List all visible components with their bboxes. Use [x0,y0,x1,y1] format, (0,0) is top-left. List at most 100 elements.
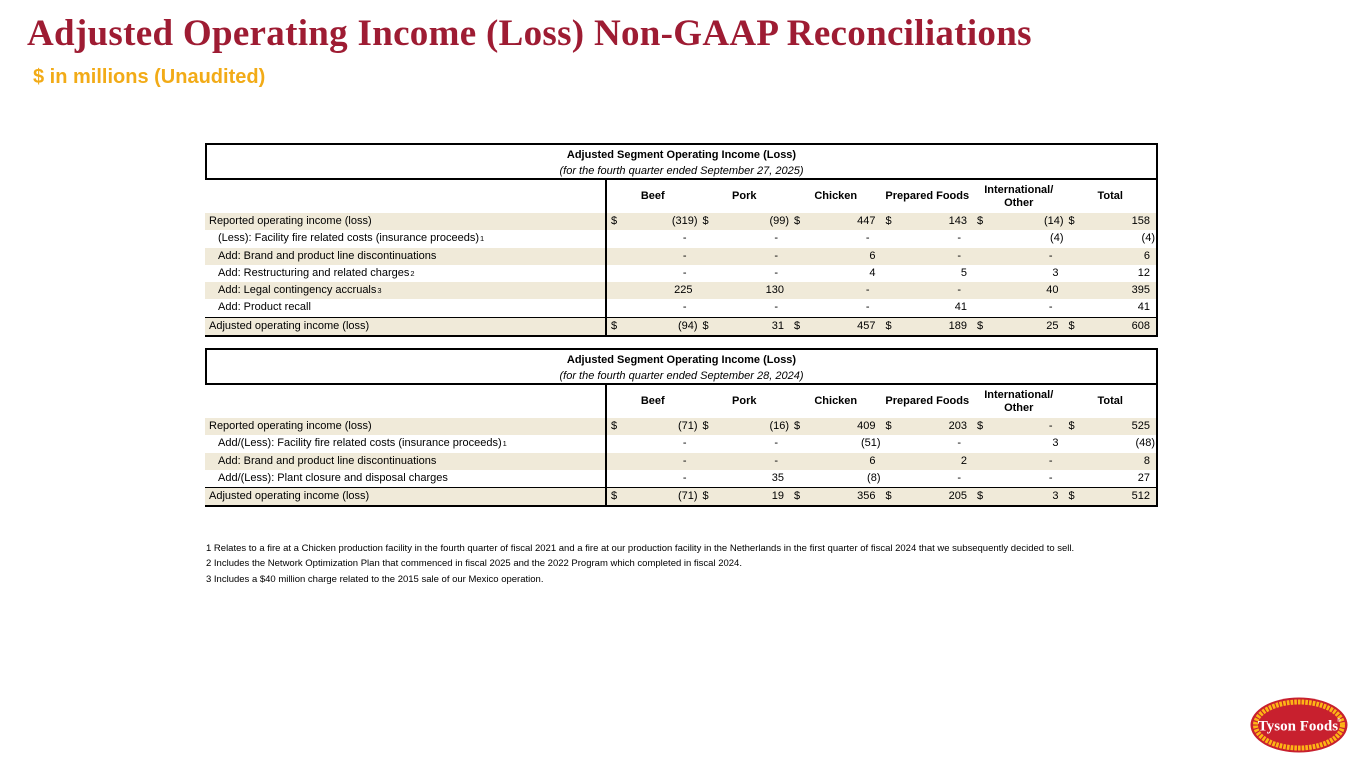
cell-value: - [957,471,961,484]
cell-value: 25 [1046,319,1059,332]
value-cell: 40 [973,282,1065,299]
table-row: Adjusted operating income (loss) $ (71) $19… [205,487,1158,508]
value-cell: $608 [1065,318,1157,335]
footnote-1: 1 Relates to a fire at a Chicken product… [206,543,1075,554]
value-cell: 130 [699,282,791,299]
row-label: Adjusted operating income (loss) [209,319,370,332]
dollar-sign: $ [977,420,984,432]
table-row: Add: Brand and product line discontinuat… [205,247,1158,265]
row-values: - - 6 2 - 8 [605,452,1158,470]
dollar-sign: $ [611,490,618,503]
table-row: Add: Restructuring and related charges 2 -… [205,264,1158,283]
dollar-sign: $ [885,490,892,503]
cell-value: - [1048,301,1053,314]
dollar-sign: $ [702,319,709,332]
value-cell: - [790,282,882,299]
page-title: Adjusted Operating Income (Loss) Non-GAA… [27,13,1032,54]
dollar-sign: $ [885,420,892,432]
value-cell: $ (71) [607,418,699,435]
value-cell: $189 [882,318,974,335]
page-subtitle: $ in millions (Unaudited) [33,66,266,88]
value-cell: 8 [1065,453,1157,470]
value-cell: $ - [973,418,1065,435]
cell-value: 41 [1137,301,1150,314]
cell-value: (319) [671,215,698,227]
value-cell: $457 [790,318,882,335]
table-period: (for the fourth quarter ended September … [559,165,804,177]
cell-value: 158 [1131,215,1150,227]
column-header: Total [1097,190,1123,203]
table-row: Reported operating income (loss) $ (319) $ (… [205,213,1158,231]
dollar-sign: $ [611,420,618,432]
value-cell: $512 [1065,488,1157,505]
value-cell: - [699,248,791,265]
cell-value: - [1048,420,1053,432]
row-label: Add/(Less): Plant closure and disposal c… [218,471,448,484]
value-cell: - [607,470,699,487]
dollar-sign: $ [702,420,709,432]
value-cell: (4) [1065,230,1157,247]
row-values: 225 130 - - 40 395 [605,282,1158,300]
value-cell: $447 [790,213,882,230]
cell-value: (48) [1135,437,1155,450]
cell-value: 512 [1131,490,1150,503]
cell-value: 143 [948,215,967,227]
cell-value: - [865,284,870,297]
value-cell: 225 [607,282,699,299]
dollar-sign: $ [885,319,892,332]
dollar-sign: $ [977,319,984,332]
value-cell: (48) [1065,435,1157,452]
cell-value: (4) [1141,232,1155,245]
cell-value: 19 [771,490,784,503]
row-label: Add: Brand and product line discontinuat… [218,454,437,467]
cell-value: - [682,471,687,484]
cell-value: 356 [857,490,876,503]
value-cell: - [699,230,791,247]
row-label: Reported operating income (loss) [209,420,372,432]
table-row: Add: Brand and product line discontinuat… [205,452,1158,470]
cell-value: 3 [1052,437,1059,450]
value-cell: - [882,470,974,487]
value-cell: $31 [699,318,791,335]
value-cell: $19 [699,488,791,505]
dollar-sign: $ [794,490,801,503]
cell-value: 608 [1131,319,1150,332]
cell-value: 447 [857,215,876,227]
value-cell: $ (99) [699,213,791,230]
table-row: Add: Legal contingency accruals 3 225 130 - -… [205,282,1158,300]
svg-text:®: ® [1337,717,1341,724]
value-cell: - [790,299,882,316]
row-values: $ (319) $ (99) $447 $143 $ (14) $158 [605,213,1158,231]
value-cell: - [699,265,791,282]
column-header: Prepared Foods [885,395,970,408]
cell-value: 3 [1052,266,1059,279]
table-row: Add/(Less): Facility fire related costs … [205,435,1158,453]
cell-value: 203 [948,420,967,432]
cell-value: 12 [1137,266,1150,279]
row-values: - - - - (4) (4) [605,230,1158,248]
row-values: - - 4 5 3 12 [605,264,1158,283]
table-body: Reported operating income (loss) $ (71) $ (1… [205,418,1158,508]
logo-wordmark: Tyson Foods [1258,719,1338,735]
row-values: - - - 41 - 41 [605,299,1158,317]
cell-value: 4 [869,266,876,279]
cell-value: - [865,232,870,245]
value-cell: $409 [790,418,882,435]
tyson-foods-logo-icon: Tyson Foods ® [1250,697,1348,753]
value-cell: - [973,248,1065,265]
value-cell: (51) [790,435,882,452]
value-cell: - [607,265,699,282]
value-cell: 3 [973,265,1065,282]
table-row: (Less): Facility fire related costs (ins… [205,230,1158,248]
dollar-sign: $ [702,215,709,227]
cell-value: (8) [867,471,881,484]
value-cell: - [699,299,791,316]
cell-value: (99) [769,215,789,227]
column-header: Total [1097,395,1123,408]
tyson-foods-logo: Tyson Foods ® [1249,696,1349,754]
value-cell: - [607,435,699,452]
cell-value: 40 [1046,284,1059,297]
value-cell: $ (71) [607,488,699,505]
column-header: Beef [640,395,665,408]
